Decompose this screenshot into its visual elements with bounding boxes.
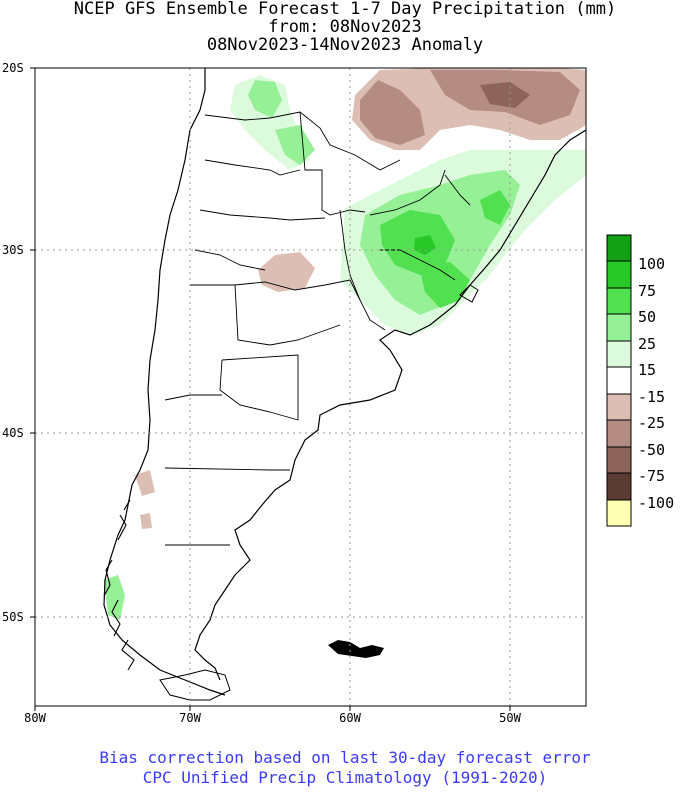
lagoon-patos: [459, 284, 479, 303]
legend-swatch: [606, 419, 632, 448]
political-boundaries: [164, 111, 471, 546]
map-content: [103, 68, 586, 701]
lat-label-20s: 20S: [2, 61, 24, 75]
legend-label: 100: [638, 255, 666, 273]
legend-colorbar: [606, 234, 632, 527]
legend-swatch: [606, 366, 632, 395]
lon-label-50w: 50W: [499, 711, 521, 725]
map-frame: [34, 67, 587, 707]
legend-swatch: [606, 340, 632, 368]
legend-label: 75: [638, 282, 657, 300]
wet-anomaly-patagonia: [104, 575, 125, 620]
chile-archipelago: [103, 499, 135, 671]
legend-label: -100: [638, 494, 675, 512]
wet-anomaly-strong-3: [480, 190, 510, 225]
legend-swatch: [606, 260, 632, 289]
lat-label-50s: 50S: [2, 610, 24, 624]
legend-swatch: [606, 287, 632, 315]
graticule: [35, 68, 586, 706]
legend-label: 15: [638, 361, 657, 379]
dry-anomaly-chile1: [135, 470, 155, 496]
dry-anomaly-strong: [480, 82, 530, 108]
legend-swatch: [606, 446, 632, 474]
footer-climatology-note: CPC Unified Precip Climatology (1991-202…: [142, 768, 548, 787]
legend-swatch: [606, 393, 632, 421]
legend-swatch: [606, 499, 632, 527]
dry-anomaly-chile2: [140, 513, 152, 529]
legend-label: -15: [638, 388, 666, 406]
legend-label: 25: [638, 335, 657, 353]
map-title-line3: 08Nov2023-14Nov2023 Anomaly: [206, 35, 484, 55]
lon-label-60w: 60W: [339, 711, 361, 725]
tierra-del-fuego: [159, 669, 231, 701]
legend-swatch: [606, 472, 632, 501]
continent-coastline: [103, 68, 586, 696]
legend-swatch: [606, 313, 632, 342]
lon-label-70w: 70W: [179, 711, 201, 725]
dry-anomaly-central: [258, 252, 315, 292]
legend-swatch: [606, 234, 632, 262]
lon-label-80w: 80W: [24, 711, 46, 725]
map-title-line1: NCEP GFS Ensemble Forecast 1-7 Day Preci…: [73, 0, 617, 19]
legend-label: -25: [638, 414, 666, 432]
wet-anomaly-strong-2: [420, 262, 470, 308]
lat-label-40s: 40S: [2, 426, 24, 440]
legend-label: -75: [638, 467, 666, 485]
lat-label-30s: 30S: [2, 243, 24, 257]
footer-bias-note: Bias correction based on last 30-day for…: [99, 748, 591, 767]
legend-label: -50: [638, 441, 666, 459]
wet-anomaly-mid-north2: [275, 125, 315, 165]
falkland-islands: [328, 640, 384, 658]
map-title-line2: from: 08Nov2023: [268, 17, 422, 37]
legend-label: 50: [638, 308, 657, 326]
wet-anomaly-mid-north: [248, 80, 282, 118]
axis-ticks: [30, 67, 511, 711]
dry-anomaly-mid: [360, 80, 425, 145]
